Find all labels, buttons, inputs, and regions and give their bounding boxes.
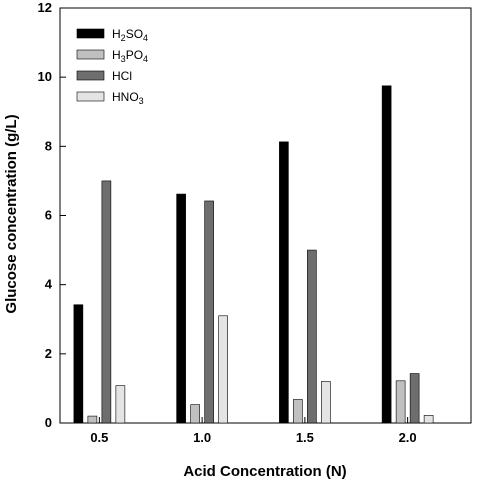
y-tick-label: 4 [45,277,53,292]
legend-label-hno3: HNO3 [112,90,144,106]
bar-hno3-1-5 [321,381,331,424]
y-tick-label: 2 [45,346,52,361]
bar-hno3-0-5 [115,385,126,424]
y-tick-label: 8 [45,138,52,153]
bar-h2so4-1-5 [279,141,289,424]
y-tick-label: 6 [45,208,52,223]
legend-label-hcl: HCl [112,69,132,83]
x-tick-label: 0.5 [90,430,108,445]
bar-h2so4-0-5 [73,304,84,424]
bar-hcl-2-0 [409,373,420,424]
x-tick-label: 1.5 [296,430,314,445]
y-tick-label: 10 [38,69,52,84]
y-axis-title: Glucose concentration (g/L) [3,114,20,313]
bar-hcl-0-5 [101,180,112,424]
legend-swatch-h3po4 [76,49,105,60]
legend-label-h3po4: H3PO4 [112,48,148,64]
bar-h3po4-1-0 [190,404,200,424]
x-tick-label: 2.0 [399,430,417,445]
bar-h3po4-0-5 [87,415,98,424]
y-tick-label: 0 [45,415,52,430]
legend-label-h2so4: H2SO4 [112,27,148,43]
bar-h3po4-2-0 [395,380,406,424]
x-tick-label: 1.0 [193,430,211,445]
y-tick-label: 12 [38,0,52,15]
bar-hno3-2-0 [423,415,434,424]
bar-hcl-1-5 [307,249,317,424]
legend-swatch-h2so4 [76,28,105,39]
legend-swatch-hno3 [76,91,105,102]
legend-swatch-hcl [76,70,105,81]
y-axis: 0 2 4 6 8 10 12 [38,0,66,430]
bar-h2so4-1-0 [176,193,186,424]
bar-hno3-1-0 [218,315,228,424]
x-axis: 0.5 1.0 1.5 2.0 [90,417,417,445]
x-axis-title: Acid Concentration (N) [183,463,346,480]
bar-h2so4-2-0 [381,85,392,424]
bars [73,85,434,424]
bar-h3po4-1-5 [293,399,303,424]
bar-hcl-1-0 [204,200,214,424]
legend: H2SO4 H3PO4 HCl HNO3 [76,27,148,106]
